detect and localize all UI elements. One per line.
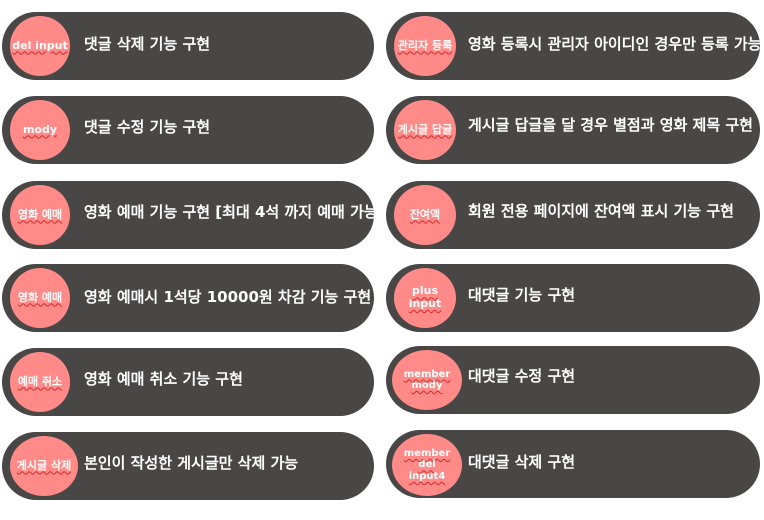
feature-label: 영화 예매시 1석당 10000원 차감 기능 구현 xyxy=(84,288,372,306)
feature-label: 게시글 답글을 달 경우 별점과 영화 제목 구현 xyxy=(468,116,753,134)
feature-badge: 예매 취소 xyxy=(10,352,70,412)
feature-card-right-3: 잔여액 회원 전용 페이지에 잔여액 표시 기능 구현 xyxy=(386,181,760,249)
feature-badge: 잔여액 xyxy=(394,185,456,245)
feature-badge: member mody xyxy=(392,350,462,410)
feature-badge: del input xyxy=(10,16,70,76)
feature-label: 영화 등록시 관리자 아이디인 경우만 등록 가능 xyxy=(468,35,762,53)
feature-badge: 영화 예매 xyxy=(10,268,70,328)
feature-card-right-4: plus input 대댓글 기능 구현 xyxy=(386,264,760,332)
feature-label: 댓글 삭제 기능 구현 xyxy=(84,35,211,53)
feature-card-left-5: 예매 취소 영화 예매 취소 기능 구현 xyxy=(2,348,374,416)
feature-card-right-1: 관리자 등록 영화 등록시 관리자 아이디인 경우만 등록 가능 xyxy=(386,12,762,80)
feature-label: 댓글 수정 기능 구현 xyxy=(84,118,211,136)
feature-badge: 게시글 답글 xyxy=(394,100,456,160)
feature-label: 대댓글 삭제 구현 xyxy=(468,453,576,471)
feature-label: 영화 예매 기능 구현 [최대 4석 까지 예매 가능] xyxy=(84,203,385,221)
feature-badge: 게시글 삭제 xyxy=(10,436,78,496)
feature-card-right-2: 게시글 답글 게시글 답글을 달 경우 별점과 영화 제목 구현 xyxy=(386,96,760,164)
feature-badge: 영화 예매 xyxy=(10,185,70,245)
feature-label: 회원 전용 페이지에 잔여액 표시 기능 구현 xyxy=(468,202,734,220)
feature-card-left-2: mody 댓글 수정 기능 구현 xyxy=(2,96,374,164)
feature-badge: member del input4 xyxy=(392,434,462,496)
feature-badge: plus input xyxy=(394,268,456,328)
feature-label: 본인이 작성한 게시글만 삭제 가능 xyxy=(84,454,299,472)
feature-card-right-5: member mody 대댓글 수정 구현 xyxy=(386,346,760,414)
feature-card-left-6: 게시글 삭제 본인이 작성한 게시글만 삭제 가능 xyxy=(2,432,374,500)
feature-label: 영화 예매 취소 기능 구현 xyxy=(84,370,243,388)
feature-badge: mody xyxy=(10,100,70,160)
feature-card-left-3: 영화 예매 영화 예매 기능 구현 [최대 4석 까지 예매 가능] xyxy=(2,181,385,249)
feature-badge: 관리자 등록 xyxy=(394,16,456,76)
feature-card-right-6: member del input4 대댓글 삭제 구현 xyxy=(386,430,760,498)
feature-label: 대댓글 수정 구현 xyxy=(468,367,576,385)
feature-card-left-1: del input 댓글 삭제 기능 구현 xyxy=(2,12,374,80)
feature-card-left-4: 영화 예매 영화 예매시 1석당 10000원 차감 기능 구현 xyxy=(2,264,374,332)
feature-label: 대댓글 기능 구현 xyxy=(468,286,576,304)
